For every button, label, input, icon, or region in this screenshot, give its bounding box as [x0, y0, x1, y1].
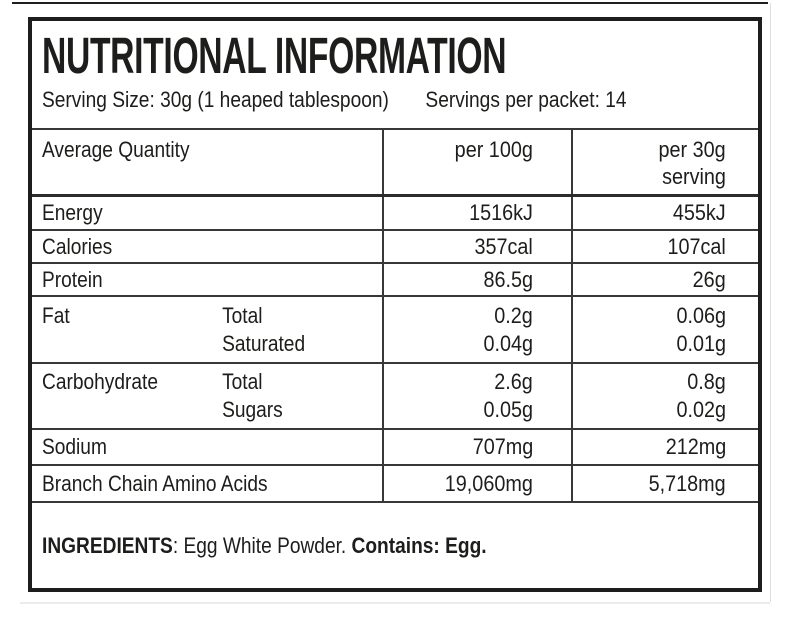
- per-100g-value: 1516kJ: [469, 200, 533, 225]
- table-row-branch-chain-amino-acids: Branch Chain Amino Acids 19,060mg 5,718m…: [32, 464, 758, 501]
- row-name: Energy: [42, 200, 103, 225]
- per-100g-value: 357cal: [474, 233, 533, 259]
- sheet-right-edge: [770, 3, 771, 602]
- contains-text: Contains: Egg.: [351, 532, 487, 558]
- per-100g-value: 19,060mg: [444, 470, 533, 496]
- row-sub-label: Total: [222, 369, 263, 394]
- row-name: Protein: [42, 266, 103, 292]
- header-per-100g-cell: per 100g: [382, 130, 571, 194]
- header-serving-label: serving: [662, 164, 726, 189]
- ingredients-label: INGREDIENTS: [42, 532, 173, 558]
- table-header-row: Average Quantity per 100g per 30g servin…: [32, 128, 758, 194]
- per-30g-value: 212mg: [665, 434, 726, 459]
- per-30g-value: 0.01g: [676, 330, 726, 356]
- row-name: Sodium: [42, 434, 107, 459]
- table-row-sodium: Sodium 707mg 212mg: [32, 428, 758, 464]
- header-average-quantity-cell: Average Quantity: [32, 130, 382, 194]
- header-per-100g-label: per 100g: [454, 137, 533, 162]
- per-100g-value: 0.04g: [483, 330, 533, 356]
- row-sub-label: Sugars: [222, 397, 283, 422]
- per-100g-value: 2.6g: [494, 369, 533, 394]
- servings-per-packet-text: Servings per packet: 14: [425, 87, 627, 112]
- nutrition-label: NUTRITIONAL INFORMATION Serving Size: 30…: [28, 17, 762, 592]
- row-name: Fat: [42, 302, 70, 328]
- label-intro: NUTRITIONAL INFORMATION Serving Size: 30…: [32, 21, 758, 128]
- row-name: Carbohydrate: [42, 369, 158, 394]
- ingredients-text: INGREDIENTS: Egg White Powder. Contains:…: [42, 533, 487, 559]
- ingredients-section: INGREDIENTS: Egg White Powder. Contains:…: [32, 501, 758, 588]
- header-per-30g-cell: per 30g serving: [571, 130, 758, 194]
- per-30g-value: 0.02g: [676, 397, 726, 422]
- per-100g-value: 707mg: [472, 434, 533, 459]
- per-30g-value: 5,718mg: [648, 470, 726, 496]
- serving-size-text: Serving Size: 30g (1 heaped tablespoon): [42, 87, 389, 112]
- per-100g-value: 0.05g: [483, 397, 533, 422]
- per-30g-value: 455kJ: [673, 200, 726, 225]
- table-row-protein: Protein 86.5g 26g: [32, 262, 758, 295]
- row-name: Branch Chain Amino Acids: [42, 470, 268, 496]
- header-per-30g-label: per 30g: [658, 137, 726, 162]
- per-100g-value: 0.2g: [494, 302, 533, 328]
- per-30g-value: 0.06g: [676, 302, 726, 328]
- label-title: NUTRITIONAL INFORMATION: [42, 27, 507, 84]
- table-row-carbohydrate: Carbohydrate Total Sugars 2.6g 0.05g 0.8…: [32, 362, 758, 428]
- sheet-bottom-edge: [20, 602, 770, 604]
- row-sub-label: Saturated: [222, 330, 306, 356]
- table-row-energy: Energy 1516kJ 455kJ: [32, 194, 758, 229]
- per-30g-value: 0.8g: [687, 369, 726, 394]
- per-30g-value: 107cal: [667, 233, 726, 259]
- table-row-calories: Calories 357cal 107cal: [32, 229, 758, 262]
- table-row-fat: Fat Total Saturated 0.2g 0.04g 0.06g 0.0…: [32, 295, 758, 362]
- page-top-rule: [12, 2, 768, 4]
- ingredients-body: : Egg White Powder.: [172, 532, 352, 558]
- per-100g-value: 86.5g: [483, 266, 533, 292]
- serving-info-row: Serving Size: 30g (1 heaped tablespoon) …: [42, 87, 665, 113]
- row-name: Calories: [42, 233, 113, 259]
- row-sub-label: Total: [222, 302, 263, 328]
- header-average-quantity-label: Average Quantity: [42, 137, 190, 162]
- per-30g-value: 26g: [692, 266, 726, 292]
